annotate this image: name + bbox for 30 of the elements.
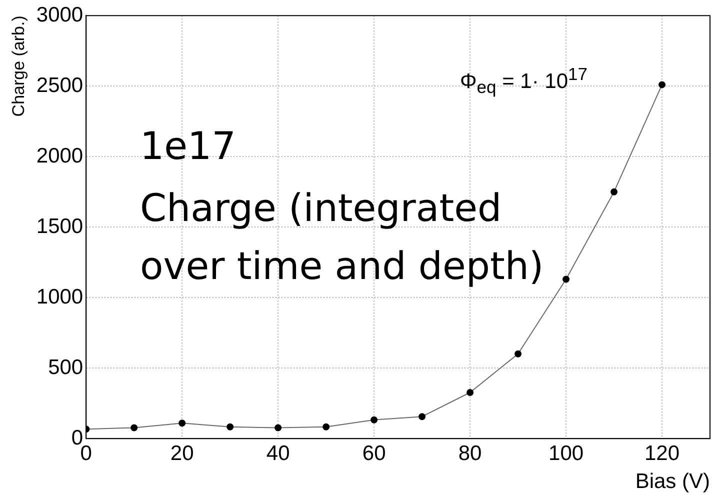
point <box>226 423 234 430</box>
point <box>274 424 282 432</box>
y-tick-label: 2500 <box>36 74 84 97</box>
x-tick-label: 60 <box>362 442 386 465</box>
x-tick-label: 40 <box>266 442 290 465</box>
point <box>658 81 666 88</box>
x-tick-label: 80 <box>458 442 482 465</box>
annotation: over time and depth) <box>140 244 544 288</box>
point <box>466 388 474 396</box>
point <box>178 420 186 427</box>
point <box>370 416 378 424</box>
x-axis-title: Bias (V) <box>635 470 710 494</box>
x-tick-label: 100 <box>548 442 584 465</box>
y-tick-label: 500 <box>48 356 84 379</box>
point <box>610 188 618 196</box>
point <box>514 350 522 358</box>
y-tick-label: 1000 <box>36 285 84 308</box>
point <box>322 423 330 430</box>
annotation: 1e17 <box>140 124 236 168</box>
annotation: Φ$_{eq}$ = 1· 10$^{17}$ <box>460 64 588 98</box>
point <box>418 413 426 420</box>
y-axis-title: Charge (arb.) <box>8 16 28 117</box>
point <box>562 276 570 283</box>
x-tick-label: 20 <box>170 442 194 465</box>
x-tick-label: 120 <box>644 442 680 465</box>
point <box>130 424 138 432</box>
annotation: Charge (integrated <box>140 186 502 230</box>
y-tick-label: 2000 <box>36 144 84 168</box>
y-tick-label: 3000 <box>36 3 84 26</box>
y-tick-label: 1500 <box>36 214 84 238</box>
